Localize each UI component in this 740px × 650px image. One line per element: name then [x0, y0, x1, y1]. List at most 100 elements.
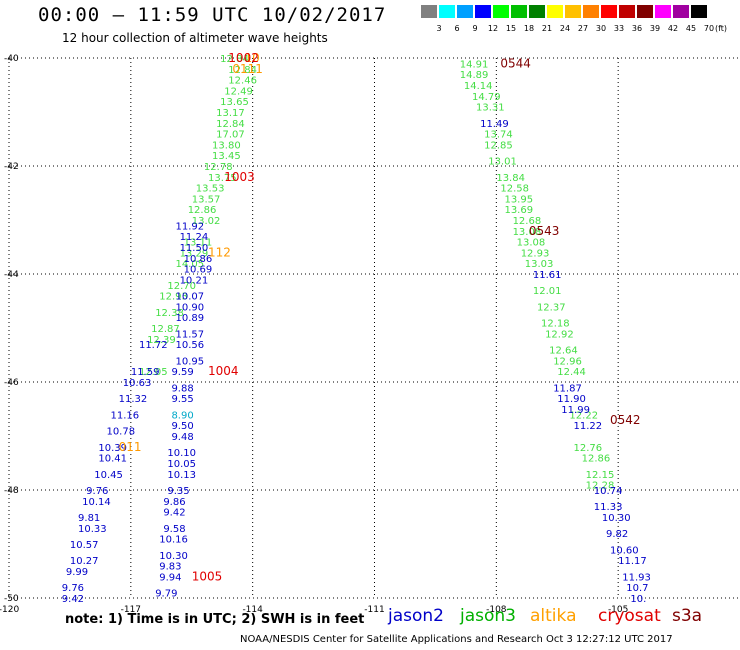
- data-point-label: 13.29: [180, 248, 209, 259]
- data-point-label: 14.79: [472, 92, 501, 103]
- color-swatch: [439, 5, 455, 18]
- data-point-label: 11.90: [557, 394, 586, 405]
- x-tick-label: -105: [608, 605, 628, 615]
- data-point-label: 9.76: [86, 486, 108, 497]
- data-point-label: 13.57: [192, 194, 221, 205]
- data-point-label: 12.84: [216, 119, 245, 130]
- data-point-label: 10.63: [123, 378, 152, 389]
- data-point-label: 11.33: [594, 502, 623, 513]
- data-point-label: 1005: [192, 569, 223, 583]
- data-point-label: 10.86: [184, 254, 213, 265]
- data-point-label: 11.99: [561, 405, 590, 416]
- data-point-label: 12.44: [557, 367, 586, 378]
- data-point-label: 12.58: [500, 184, 529, 195]
- legend-cryosat: cryosat: [598, 606, 661, 626]
- data-point-label: 13.17: [216, 108, 245, 119]
- color-swatch: [565, 5, 581, 18]
- color-scale-label: 30: [595, 24, 607, 33]
- color-scale-label: 45: [685, 24, 697, 33]
- data-point-label: 10.60: [610, 545, 639, 556]
- data-point-label: 9.86: [163, 497, 185, 508]
- data-point-label: 12.15: [586, 470, 615, 481]
- data-point-label: 12.87: [151, 324, 180, 335]
- data-point-label: 1002: [228, 51, 259, 65]
- legend-altika: altika: [530, 606, 577, 626]
- data-point-label: 12.37: [537, 302, 566, 313]
- x-tick-label: -114: [242, 605, 263, 615]
- data-point-label: 9.50: [171, 421, 193, 432]
- color-scale-label: 27: [577, 24, 589, 33]
- color-scale-label: 12: [487, 24, 499, 33]
- data-point-label: 14.89: [460, 70, 489, 81]
- data-point-label: 12.18: [541, 319, 570, 330]
- data-point-label: 0111: [232, 62, 263, 76]
- data-point-label: 12.05: [139, 367, 168, 378]
- data-point-label: 11.72: [139, 340, 168, 351]
- data-point-label: 9.42: [163, 508, 185, 519]
- data-point-label: 10: [245, 51, 260, 65]
- color-swatch: [493, 5, 509, 18]
- data-point-label: 9.88: [171, 383, 193, 394]
- data-point-label: 13.01: [488, 157, 517, 168]
- data-point-label: 10.27: [70, 556, 99, 567]
- x-tick-label: -120: [0, 605, 19, 615]
- data-point-label: 12.93: [159, 292, 188, 303]
- data-point-label: 9.76: [62, 583, 84, 594]
- y-tick-label: -40: [4, 54, 19, 64]
- color-scale-label: 36: [631, 24, 643, 33]
- data-point-label: 12.76: [573, 443, 602, 454]
- data-point-label: 0543: [529, 224, 560, 238]
- y-tick-label: -42: [4, 162, 19, 172]
- data-point-label: 1004: [208, 364, 239, 378]
- data-point-label: 10.74: [594, 486, 623, 497]
- color-scale-label: 33: [613, 24, 625, 33]
- data-point-label: 10.16: [159, 535, 188, 546]
- data-point-label: 11.16: [111, 410, 140, 421]
- data-point-label: 10.33: [78, 524, 107, 535]
- page-title: 00:00 – 11:59 UTC 10/02/2017: [38, 4, 387, 26]
- color-scale-label: 15: [505, 24, 517, 33]
- data-point-label: 10.14: [82, 497, 111, 508]
- data-point-label: 13.65: [220, 97, 249, 108]
- y-tick-label: -50: [4, 594, 19, 604]
- data-point-label: 11.87: [553, 383, 582, 394]
- y-tick-label: -46: [4, 378, 19, 388]
- color-swatch: [619, 5, 635, 18]
- data-point-label: 9.81: [78, 513, 100, 524]
- color-scale-label: 18: [523, 24, 535, 33]
- data-point-label: 12.39: [147, 335, 176, 346]
- data-point-label: 13.03: [525, 259, 554, 270]
- data-point-label: 12.70: [167, 281, 196, 292]
- data-point-label: 10.45: [94, 470, 123, 481]
- data-point-label: 11.32: [119, 394, 148, 405]
- data-point-label: 13.31: [476, 103, 505, 114]
- data-point-label: 10.41: [98, 454, 127, 465]
- data-point-label: 11.50: [180, 243, 209, 254]
- color-scale-label: 21: [541, 24, 553, 33]
- y-tick-label: -44: [4, 270, 19, 280]
- color-scale-label: 42: [667, 24, 679, 33]
- data-point-label: 13.75: [208, 173, 237, 184]
- data-point-label: 9.35: [167, 486, 189, 497]
- data-point-label: 9.82: [606, 529, 628, 540]
- data-point-label: 8.90: [171, 410, 193, 421]
- data-point-label: 12.84: [220, 54, 249, 65]
- data-point-label: 14.14: [464, 81, 493, 92]
- data-point-label: 10.57: [70, 540, 99, 551]
- color-swatch: [691, 5, 707, 18]
- data-point-label: 9.83: [159, 562, 181, 573]
- x-tick-label: -117: [121, 605, 141, 615]
- data-point-label: 13.95: [504, 194, 533, 205]
- data-point-label: 11.61: [533, 270, 562, 281]
- data-point-label: 9.42: [62, 594, 84, 605]
- data-point-label: 9.59: [171, 367, 193, 378]
- data-point-label: 10.07: [176, 292, 205, 303]
- legend-jason3: jason3: [460, 606, 516, 626]
- data-point-label: 11.59: [131, 367, 160, 378]
- data-point-label: 11.17: [618, 556, 647, 567]
- y-tick-label: -48: [4, 486, 19, 496]
- x-tick-label: -111: [364, 605, 384, 615]
- x-tick-label: -108: [486, 605, 507, 615]
- data-point-label: 0542: [610, 413, 641, 427]
